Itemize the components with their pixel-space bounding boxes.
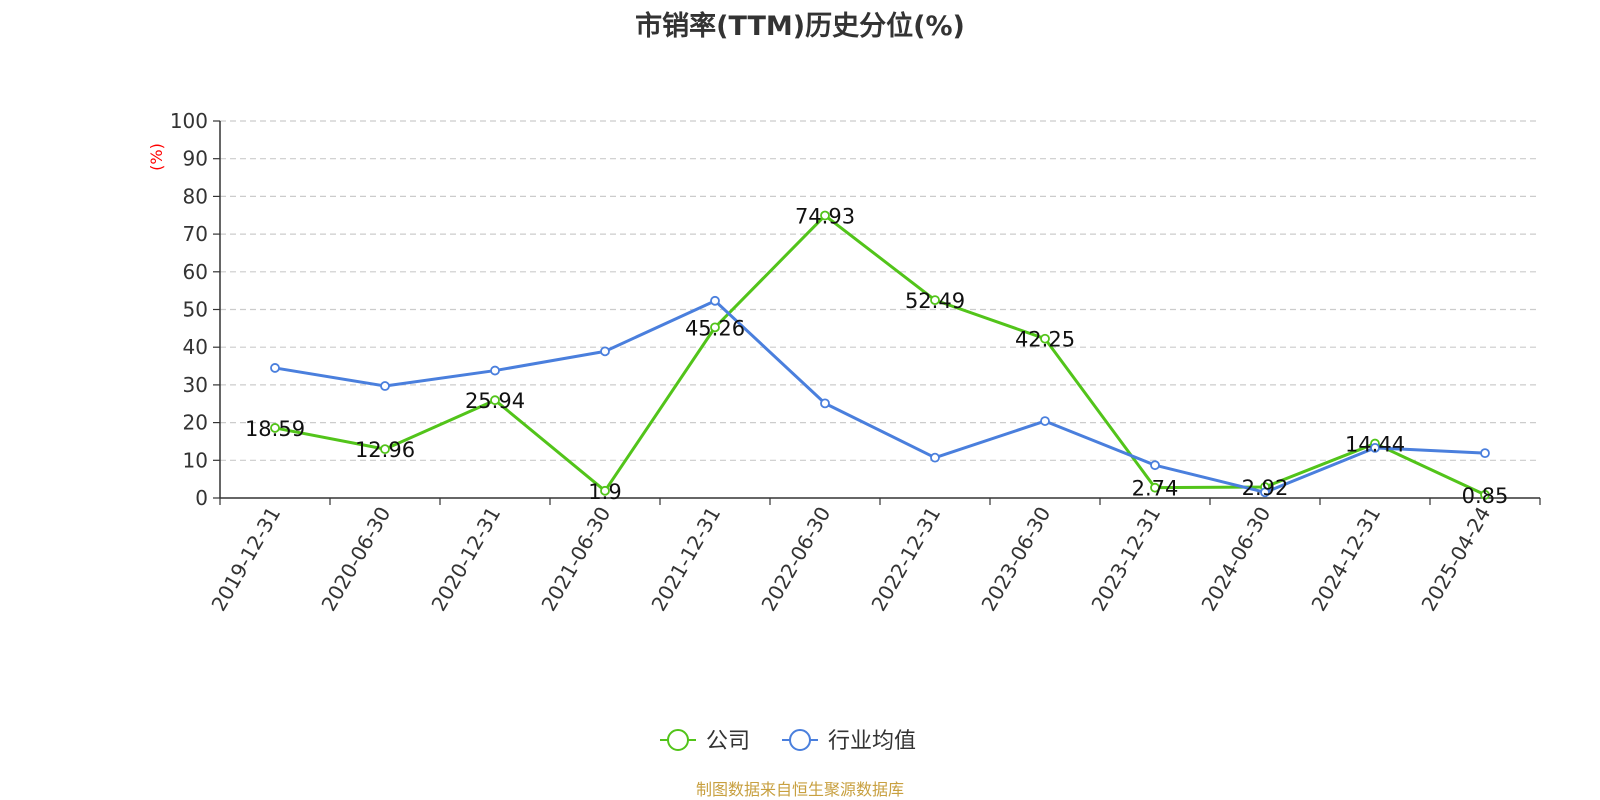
legend-marker — [789, 729, 811, 751]
data-point[interactable] — [820, 210, 830, 221]
series-line-1 — [274, 299, 1486, 494]
y-tick-label: 80 — [183, 184, 208, 208]
data-point[interactable] — [490, 365, 500, 376]
x-tick-label: 2023-12-31 — [1086, 503, 1165, 616]
y-tick-label: 60 — [183, 260, 208, 284]
y-tick-label: 100 — [170, 109, 208, 133]
x-tick-label: 2021-12-31 — [646, 503, 725, 616]
grid-lines — [220, 120, 1540, 461]
data-labels: 18.59 12.96 25.94 1.9 45.26 74.93 52.49 42.25 2.… — [245, 205, 1508, 508]
legend-item-1[interactable]: 行业均值 — [782, 729, 916, 754]
data-point[interactable] — [1480, 489, 1490, 500]
x-tick-label: 2022-06-30 — [756, 503, 835, 616]
y-tick-label: 10 — [183, 448, 208, 472]
data-label: 0.85 — [1462, 484, 1509, 508]
x-tick-label: 2024-06-30 — [1196, 503, 1275, 616]
data-point[interactable] — [380, 444, 390, 455]
y-tick-label: 0 — [195, 486, 208, 510]
data-point[interactable] — [270, 363, 280, 373]
data-point[interactable] — [1040, 333, 1050, 344]
data-label: 18.59 — [245, 417, 305, 441]
legend-label: 公司 — [706, 729, 750, 754]
data-point[interactable] — [600, 485, 610, 496]
data-point[interactable] — [1040, 416, 1050, 426]
legend-marker — [667, 729, 689, 751]
y-tick-label: 90 — [183, 147, 208, 171]
data-point[interactable] — [930, 452, 940, 463]
x-tick-label: 2021-06-30 — [536, 503, 615, 616]
x-tick-label: 2023-06-30 — [976, 503, 1055, 616]
series-line-0 — [274, 214, 1486, 497]
data-point[interactable] — [710, 295, 720, 306]
x-tick-label: 2025-04-24 — [1416, 503, 1495, 616]
source-note: 制图数据来自恒生聚源数据库 — [695, 780, 904, 799]
data-point[interactable] — [710, 322, 720, 333]
x-tick-label: 2020-06-30 — [316, 503, 395, 616]
data-point[interactable] — [1370, 442, 1380, 453]
data-label: 42.25 — [1015, 328, 1075, 352]
data-point[interactable] — [820, 398, 830, 409]
data-label: 12.96 — [355, 438, 415, 462]
data-label: 52.49 — [905, 289, 965, 313]
data-point[interactable] — [930, 295, 940, 306]
y-tick-label: 40 — [183, 335, 208, 359]
chart-title: 市销率(TTM)历史分位(%) — [635, 11, 965, 42]
y-tick-label: 50 — [183, 298, 208, 322]
data-label: 14.44 — [1345, 433, 1405, 457]
data-point[interactable] — [270, 423, 280, 433]
axes: 0 10 20 30 40 50 60 70 80 90 100(%) 2019-12-31 2020-… — [147, 109, 1541, 616]
data-point[interactable] — [1150, 460, 1160, 471]
data-point[interactable] — [1480, 448, 1490, 459]
legend-label: 行业均值 — [828, 729, 916, 754]
x-tick-label: 2020-12-31 — [426, 503, 505, 616]
legend-item-0[interactable]: 公司 — [660, 729, 750, 754]
data-point[interactable] — [600, 346, 610, 357]
y-axis-label: (%) — [147, 143, 166, 171]
x-tick-label: 2019-12-31 — [206, 503, 285, 616]
data-label: 25.94 — [465, 389, 525, 413]
data-label: 45.26 — [685, 316, 745, 340]
legend[interactable]: 公司 行业均值 — [660, 729, 916, 754]
data-point[interactable] — [1150, 482, 1160, 493]
series — [270, 210, 1490, 500]
data-point[interactable] — [380, 381, 390, 391]
data-label: 1.9 — [588, 480, 621, 504]
x-tick-label: 2022-12-31 — [866, 503, 945, 616]
data-label: 74.93 — [795, 205, 855, 229]
data-point[interactable] — [490, 395, 500, 406]
data-label: 2.92 — [1242, 476, 1289, 500]
data-point[interactable] — [1260, 487, 1270, 498]
data-label: 2.74 — [1132, 477, 1179, 501]
y-tick-label: 30 — [183, 373, 208, 397]
y-tick-label: 20 — [183, 411, 208, 435]
x-tick-label: 2024-12-31 — [1306, 503, 1385, 616]
y-tick-label: 70 — [183, 222, 208, 246]
